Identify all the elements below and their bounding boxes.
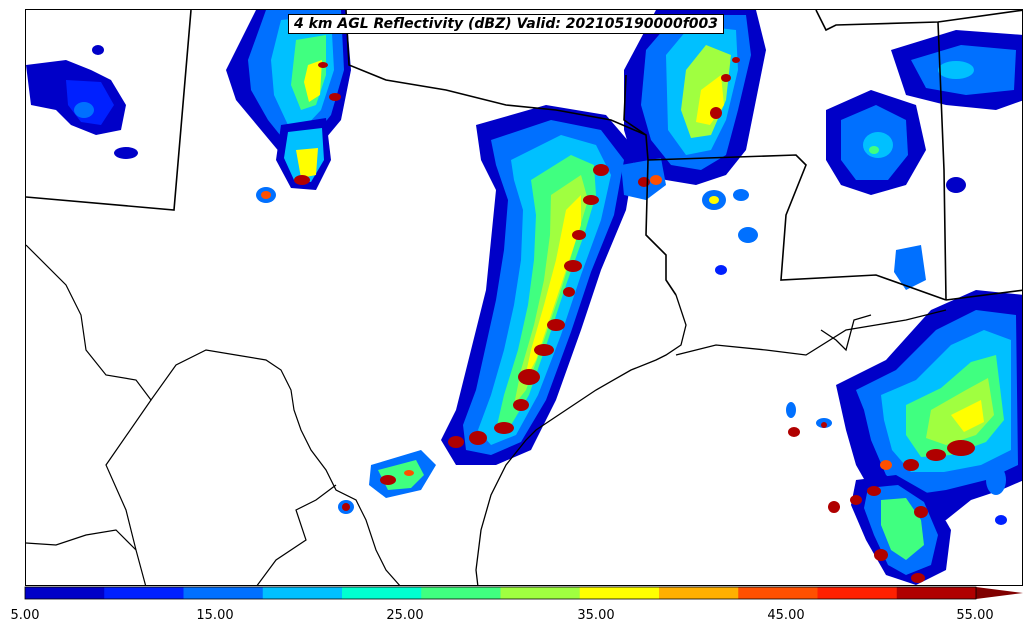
colorbar-bin <box>25 587 105 599</box>
state-boundaries <box>26 10 1022 301</box>
echo-cluster-oklahoma <box>621 10 766 275</box>
county-lines <box>26 244 401 585</box>
colorbar-bin <box>738 587 818 599</box>
echo-cluster-panhandle <box>226 10 351 203</box>
radar-echoes <box>26 10 1022 585</box>
echo-cluster-northwest <box>26 45 138 159</box>
colorbar-extend-arrow <box>976 587 1023 599</box>
colorbar-tick-45: 45.00 <box>767 608 805 623</box>
echo-squall-line <box>441 105 636 465</box>
colorbar-bin <box>579 587 660 599</box>
colorbar-bin <box>896 587 977 599</box>
colorbar-bins <box>25 587 977 599</box>
colorbar-bin <box>104 587 184 599</box>
map-title: 4 km AGL Reflectivity (dBZ) Valid: 20210… <box>288 14 725 34</box>
echo-cluster-louisiana <box>786 290 1022 585</box>
colorbar <box>24 586 1023 600</box>
colorbar-tick-25: 25.00 <box>386 608 424 623</box>
coastline <box>475 294 947 585</box>
map-canvas <box>26 10 1022 585</box>
colorbar-bin <box>342 587 422 599</box>
reflectivity-map <box>25 9 1023 586</box>
colorbar-tick-5: 5.00 <box>10 608 40 623</box>
colorbar-bin <box>183 587 264 599</box>
colorbar-bin <box>659 587 739 599</box>
colorbar-outline <box>24 586 977 600</box>
colorbar-bin <box>262 587 343 599</box>
colorbar-bin <box>421 587 501 599</box>
colorbar-bin <box>817 587 898 599</box>
echo-cluster-south-texas <box>338 450 436 514</box>
colorbar-tick-35: 35.00 <box>577 608 615 623</box>
colorbar-tick-55: 55.00 <box>956 608 994 623</box>
colorbar-bin <box>500 587 581 599</box>
colorbar-tick-15: 15.00 <box>196 608 234 623</box>
echo-cluster-mississippi <box>826 30 1022 290</box>
